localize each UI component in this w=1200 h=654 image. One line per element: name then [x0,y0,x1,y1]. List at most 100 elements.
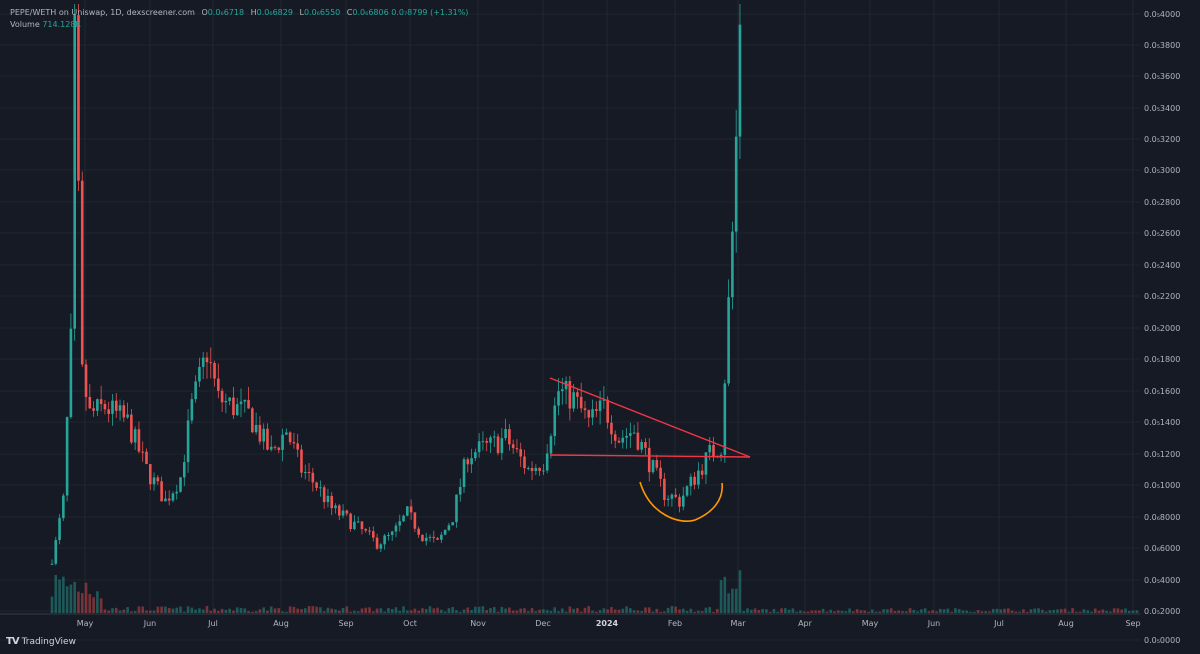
volume-bar [731,588,734,613]
volume-bar [674,606,677,613]
candle-body [103,404,107,410]
volume-bar [908,608,912,613]
y-tick-label: 0.0₅4000 [1144,10,1180,19]
volume-bar [549,610,553,613]
candle-body [349,513,352,530]
volume-bar [954,608,957,613]
volume-label: Volume [10,20,40,29]
descending-trendline [549,377,751,458]
volume-bar [863,610,866,613]
candle-body [58,518,61,541]
tradingview-brand[interactable]: TV TradingView [6,636,76,647]
volume-bar [870,609,874,613]
volume-bar [122,609,126,613]
volume-bar [239,607,243,613]
volume-bar [349,611,352,613]
candle-body [137,429,141,452]
volume-bar [1101,609,1105,613]
candle-body [292,442,296,444]
candle-body [678,496,681,507]
volume-bar [269,606,273,613]
volume-bar [485,610,488,613]
volume-bar [296,608,299,613]
volume-bar [334,609,337,613]
volume-bar [678,609,681,613]
volume-bar [220,608,224,613]
volume-bar [1018,611,1021,613]
volume-bar [651,611,655,613]
candle-body [421,534,424,542]
price-axis[interactable]: 0.0₅4000 0.0₅3800 0.0₅3600 0.0₅3400 0.0₅3200… [1144,10,1180,645]
candle-body [455,494,458,523]
volume-bar [443,611,447,613]
candle-body [561,389,564,392]
volume-bar [477,606,481,613]
candle-body [636,432,640,450]
volume-bar [424,608,428,613]
close-label: C [346,8,353,17]
volume-bar [175,607,179,613]
y-tick-label: 0.0₅3200 [1144,135,1180,144]
volume-bar [935,611,938,613]
volume-bar [1022,609,1025,613]
volume-bar [1041,609,1044,613]
volume-bar [243,608,247,613]
candle-body [655,460,659,468]
volume-bar [368,607,371,613]
volume-bar [772,608,776,613]
volume-bar [530,608,534,613]
volume-bar [1063,608,1067,613]
candle-body [356,521,360,523]
candle-body [602,399,606,401]
volume-bar [137,606,141,613]
volume-bar [1067,611,1071,613]
volume-bar [632,610,636,613]
candle-body [738,24,742,137]
volume-bar [969,611,972,613]
volume-bar [281,611,284,613]
volume-bar [572,608,575,613]
volume-bar [802,611,806,613]
candle-body [80,180,84,365]
candle-body [697,470,700,485]
volume-bar [114,607,118,613]
volume-bar [663,611,666,613]
volume-bar [247,611,250,613]
volume-bar [228,608,231,613]
candle-body [428,536,432,538]
candle-body [148,464,152,485]
volume-bar [984,611,987,613]
volume-bar [761,608,764,613]
candle-body [69,328,73,418]
candle-body [613,434,617,441]
volume-bars [50,570,1139,613]
candle-body [440,534,443,540]
candle-body [704,452,708,475]
candle-body [402,515,405,522]
candle-body [364,529,368,531]
candle-body [50,563,54,565]
candle-body [217,378,220,391]
volume-bar [957,609,961,613]
volume-bar [383,611,386,613]
tradingview-logo-icon: TV [6,636,20,647]
volume-bar [561,608,564,613]
volume-bar [258,609,262,613]
volume-bar [341,607,345,613]
candle-body [659,467,662,479]
volume-bar [80,593,84,613]
volume-bar [148,610,152,613]
close-value: 0.0₆6806 [352,8,389,17]
x-tick-label: Feb [668,619,682,628]
volume-bar [923,608,927,613]
volume-bar [579,611,583,613]
candle-body [731,231,734,298]
candle-body [530,467,534,471]
time-axis[interactable]: May Jun Jul Aug Sep Oct Nov Dec 2024 Feb Mar Apr May… [0,613,1141,628]
volume-bar [799,610,802,613]
candle-body [345,510,349,514]
volume-bar [235,607,239,613]
volume-bar [829,609,832,613]
volume-bar [1010,610,1014,613]
